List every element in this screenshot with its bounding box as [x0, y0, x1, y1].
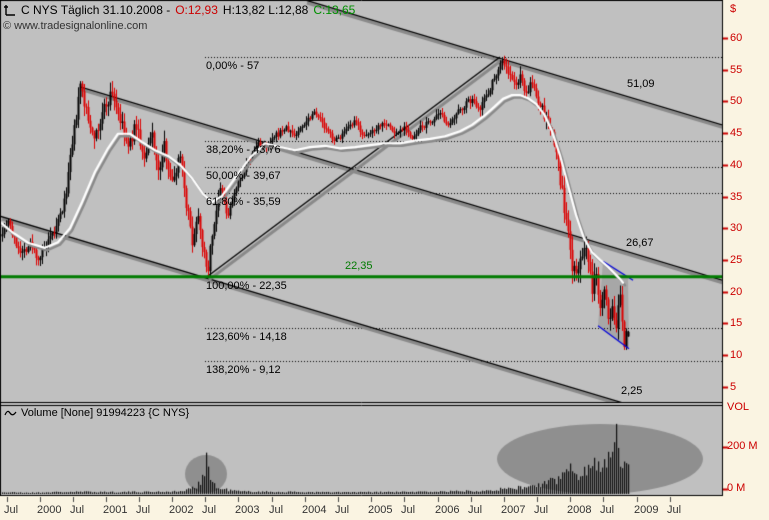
chart-canvas[interactable] — [0, 0, 769, 520]
trading-chart-window: C NYS Täglich 31.10.2008 - O:12,93 H:13,… — [0, 0, 769, 520]
